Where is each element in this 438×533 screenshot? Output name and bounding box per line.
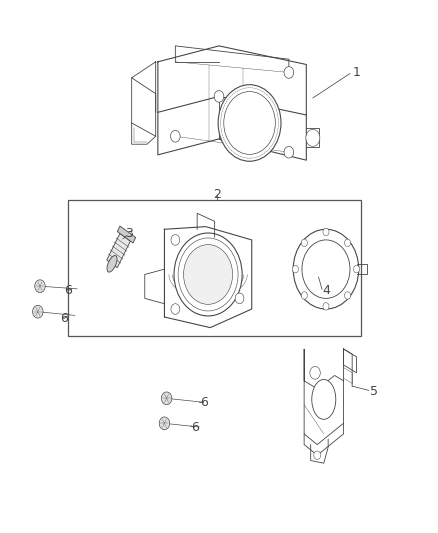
Text: 2: 2: [213, 188, 221, 201]
Circle shape: [301, 239, 307, 247]
Circle shape: [214, 91, 224, 102]
Circle shape: [353, 265, 360, 273]
Text: 6: 6: [60, 312, 68, 325]
Circle shape: [284, 147, 293, 158]
Circle shape: [184, 245, 233, 304]
Circle shape: [32, 305, 43, 318]
Circle shape: [314, 451, 321, 459]
Circle shape: [171, 235, 180, 245]
Circle shape: [323, 303, 329, 310]
Circle shape: [284, 67, 293, 78]
Circle shape: [235, 293, 244, 304]
Circle shape: [310, 367, 320, 379]
Circle shape: [345, 292, 351, 299]
Circle shape: [171, 304, 180, 314]
Text: 3: 3: [126, 227, 134, 240]
Text: 6: 6: [200, 395, 208, 409]
Circle shape: [178, 238, 238, 311]
Text: 6: 6: [64, 284, 72, 297]
Circle shape: [302, 240, 350, 298]
Circle shape: [218, 85, 281, 161]
Circle shape: [306, 130, 320, 147]
Circle shape: [161, 392, 172, 405]
Circle shape: [292, 265, 298, 273]
Circle shape: [301, 292, 307, 299]
Circle shape: [170, 131, 180, 142]
Circle shape: [224, 92, 276, 155]
Circle shape: [323, 228, 329, 236]
Circle shape: [159, 417, 170, 430]
Polygon shape: [117, 226, 136, 243]
Bar: [68, 200, 361, 336]
Ellipse shape: [107, 255, 117, 272]
Text: 5: 5: [370, 385, 378, 398]
Ellipse shape: [312, 379, 336, 419]
Circle shape: [174, 233, 242, 316]
Circle shape: [293, 229, 359, 309]
Text: 4: 4: [322, 284, 330, 297]
Circle shape: [35, 280, 45, 293]
Circle shape: [345, 239, 351, 247]
Polygon shape: [107, 233, 131, 268]
Polygon shape: [304, 349, 343, 445]
Text: 6: 6: [191, 421, 199, 433]
Text: 1: 1: [353, 66, 360, 79]
